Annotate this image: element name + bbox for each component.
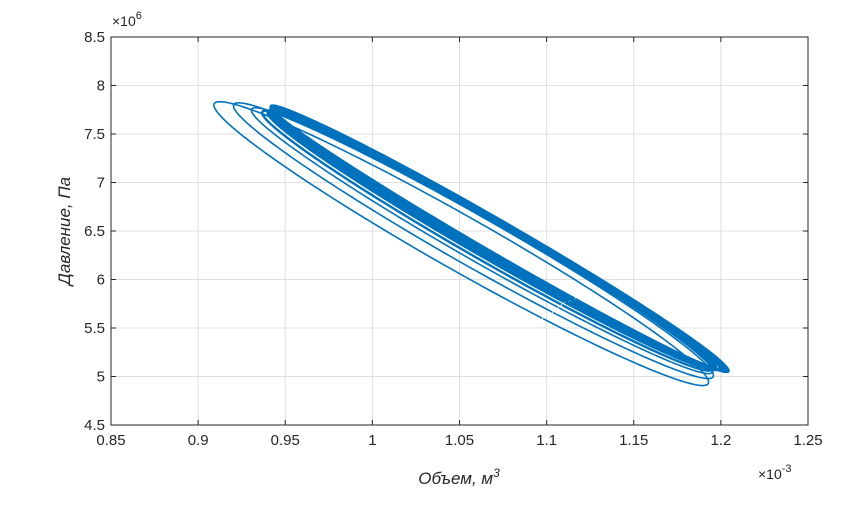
y-tick-label: 5 — [97, 369, 105, 386]
x-axis-label-superscript: 3 — [493, 466, 500, 480]
x-tick-label: 1 — [368, 432, 376, 449]
y-tick-label: 6.5 — [84, 223, 105, 240]
x-tick-label: 0.85 — [96, 432, 125, 449]
data-layer — [213, 100, 730, 387]
x-axis-label-group: Объем, м3 — [418, 466, 500, 488]
pv-loop-line — [213, 100, 710, 387]
x-tick-label: 1.2 — [710, 432, 731, 449]
tick-marks — [110, 36, 809, 426]
y-exponent-label: ×106 — [112, 10, 142, 29]
x-exponent-label: ×10-3 — [758, 463, 792, 482]
x-tick-label: 1.05 — [445, 432, 474, 449]
x-tick-label: 1.1 — [536, 432, 557, 449]
y-axis-label: Давление, Па — [55, 177, 74, 287]
y-exponent-base: ×10 — [112, 13, 136, 29]
y-tick-label: 6 — [97, 272, 105, 289]
y-exponent-power: 6 — [136, 10, 142, 22]
x-tick-label: 1.15 — [619, 432, 648, 449]
y-tick-label: 5.5 — [84, 320, 105, 337]
pv-loop-line — [260, 109, 714, 372]
x-tick-label: 0.9 — [188, 432, 209, 449]
y-tick-label: 7 — [97, 175, 105, 192]
pv-loop-line — [269, 104, 730, 374]
tick-labels: 0.85 0.9 0.95 1 1.05 1.1 1.15 1.2 1.25 4.5 5 5.5 6 6.… — [84, 29, 822, 449]
y-tick-label: 7.5 — [84, 126, 105, 143]
x-axis-label: Объем, м — [418, 469, 493, 488]
y-tick-label: 8 — [97, 78, 105, 95]
x-exponent-base: ×10 — [758, 466, 782, 482]
y-tick-label: 8.5 — [84, 29, 105, 46]
x-tick-label: 0.95 — [271, 432, 300, 449]
x-exponent-power: -3 — [782, 463, 792, 475]
x-tick-label: 1.25 — [793, 432, 822, 449]
y-tick-label: 4.5 — [84, 417, 105, 434]
pv-loop-line — [232, 102, 715, 380]
